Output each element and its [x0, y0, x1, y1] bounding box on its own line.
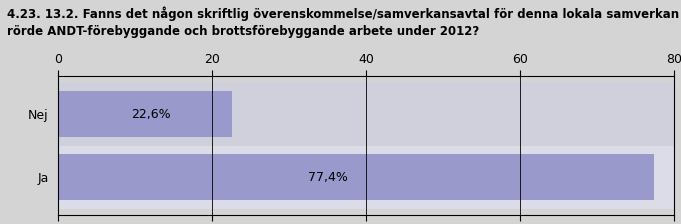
- Text: 4.23. 13.2. Fanns det någon skriftlig överenskommelse/samverkansavtal för denna : 4.23. 13.2. Fanns det någon skriftlig öv…: [7, 7, 681, 38]
- Bar: [58, 91, 232, 137]
- Bar: [58, 82, 674, 146]
- Text: 22,6%: 22,6%: [131, 108, 171, 121]
- Bar: [58, 154, 654, 200]
- Bar: [58, 146, 674, 209]
- Text: 77,4%: 77,4%: [308, 171, 348, 184]
